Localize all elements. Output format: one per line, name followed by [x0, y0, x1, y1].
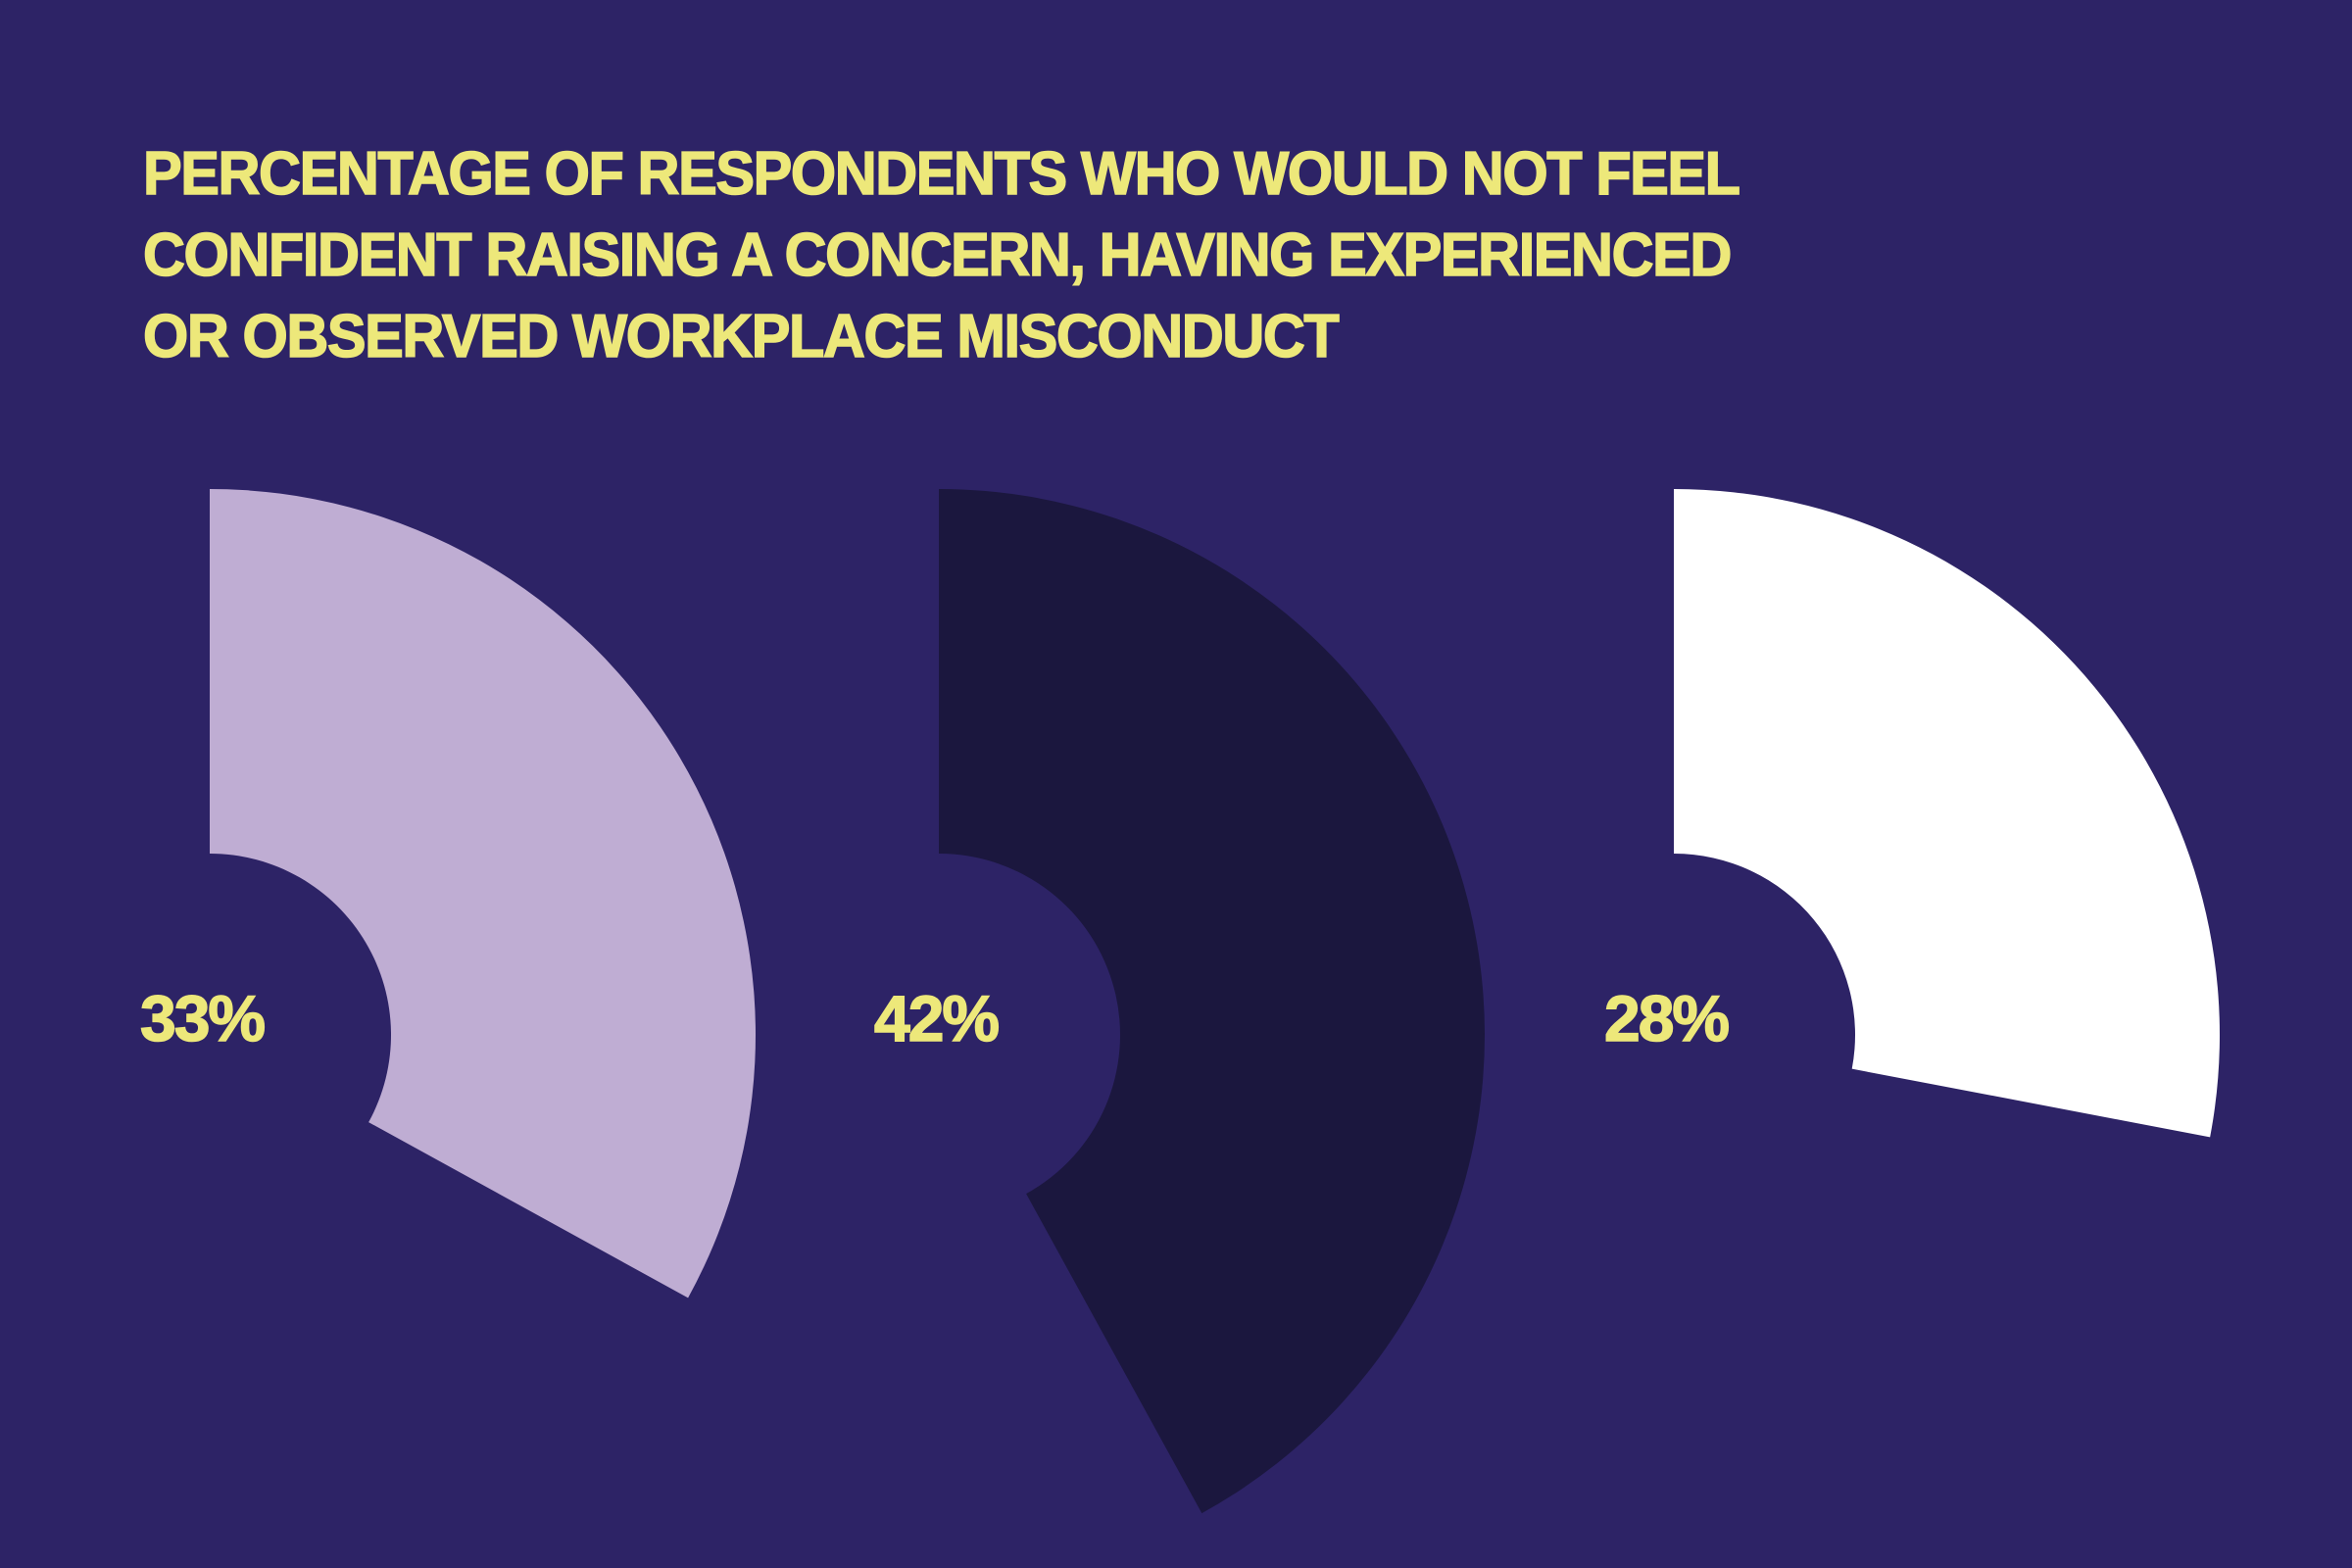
value-label-2: 42% [873, 982, 1001, 1054]
title-line-1: PERCENTAGE OF RESPONDENTS WHO WOULD NOT … [142, 139, 1740, 209]
value-label-3: 28% [1603, 982, 1731, 1054]
value-label-1: 33% [139, 982, 267, 1054]
title-line-2: CONFIDENT RAISING A CONCERN, HAVING EXPE… [142, 220, 1733, 290]
arc-segment-3 [1674, 489, 2220, 1138]
arc-segment-1 [210, 489, 757, 1298]
arc-segment-2 [939, 489, 1485, 1514]
title-line-3: OR OBSERVED WORKPLACE MISCONDUCT [142, 302, 1340, 371]
chart-title: PERCENTAGE OF RESPONDENTS WHO WOULD NOT … [142, 133, 2025, 377]
